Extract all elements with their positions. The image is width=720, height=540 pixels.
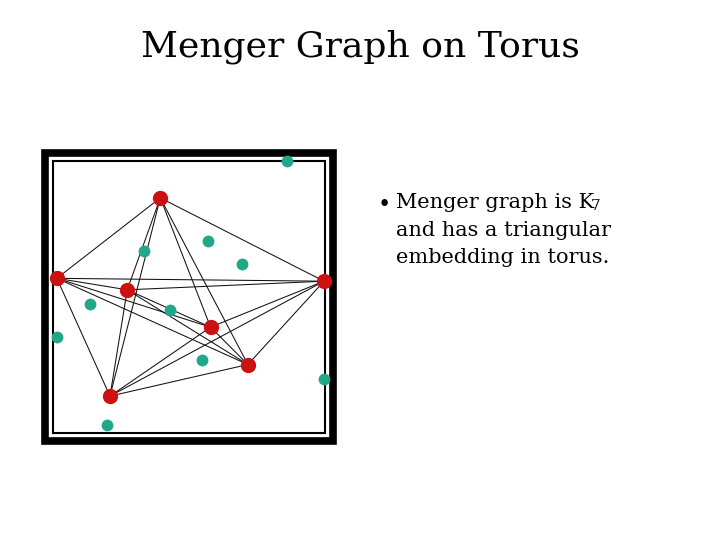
Text: Menger graph is K: Menger graph is K bbox=[396, 193, 594, 212]
Text: and has a triangular: and has a triangular bbox=[396, 221, 611, 240]
Text: •: • bbox=[378, 194, 391, 217]
Text: 7: 7 bbox=[590, 199, 600, 213]
Text: embedding in torus.: embedding in torus. bbox=[396, 248, 609, 267]
Text: Menger Graph on Torus: Menger Graph on Torus bbox=[140, 30, 580, 64]
